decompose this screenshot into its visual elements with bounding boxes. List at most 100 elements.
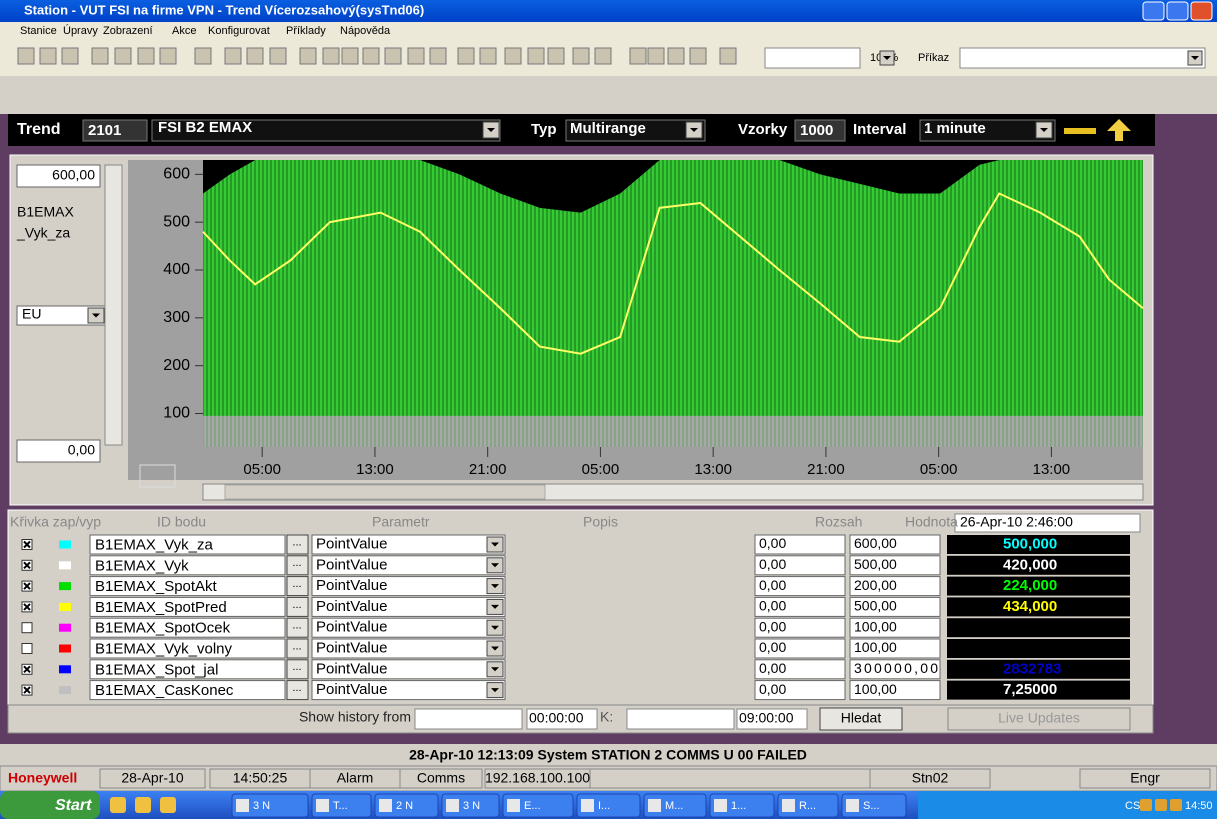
toolbar-icon[interactable] [224,47,242,65]
live-updates-button[interactable] [947,707,1131,731]
toolbar-icon[interactable] [137,47,155,65]
max-box[interactable] [849,680,941,701]
browse-button[interactable] [286,596,309,617]
browse-button[interactable] [286,555,309,576]
search-button[interactable] [819,707,903,731]
toolbar-icon[interactable] [322,47,340,65]
up-icon[interactable] [1107,119,1131,141]
toolbar-icon[interactable] [457,47,475,65]
min-box[interactable] [754,555,846,576]
parameter-box[interactable] [311,659,506,680]
toolbar-icon[interactable] [504,47,522,65]
max-box[interactable] [849,659,941,680]
id-box[interactable] [89,576,286,597]
parameter-box[interactable] [311,638,506,659]
toolbar-icon[interactable] [594,47,612,65]
min-box[interactable] [754,617,846,638]
max-box[interactable] [16,164,101,188]
menu-item[interactable]: Nápověda [340,25,391,37]
toolbar-icon[interactable] [527,47,545,65]
h-scroll-thumb[interactable] [224,484,546,500]
toolbar-icon[interactable] [159,47,177,65]
menu-item[interactable]: Úpravy [63,24,98,37]
min-box[interactable] [754,680,846,701]
close-button[interactable] [1190,1,1213,21]
id-box[interactable] [89,534,286,555]
toolbar-icon[interactable] [429,47,447,65]
toolbar-icon[interactable] [572,47,590,65]
checkbox[interactable] [21,622,33,634]
max-box[interactable] [849,534,941,555]
quick-launch-icon[interactable] [110,797,126,813]
v-scrollbar[interactable] [104,164,123,446]
menu-item[interactable]: Příklady [286,25,326,37]
task-button[interactable] [231,793,309,818]
toolbar-icon[interactable] [479,47,497,65]
samples-box[interactable] [794,119,846,142]
id-box[interactable] [89,617,286,638]
toolbar-icon[interactable] [547,47,565,65]
min-box[interactable] [16,439,101,463]
max-box[interactable] [849,638,941,659]
id-box[interactable] [89,638,286,659]
toolbar-icon[interactable] [91,47,109,65]
corner-icon[interactable] [139,464,176,488]
max-box[interactable] [849,596,941,617]
toolbar-icon[interactable] [384,47,402,65]
browse-button[interactable] [286,617,309,638]
toolbar-icon[interactable] [61,47,79,65]
toolbar-icon[interactable] [647,47,665,65]
zoom-box[interactable] [764,47,861,69]
browse-button[interactable] [286,638,309,659]
trend-name-box[interactable] [151,119,501,142]
min-box[interactable] [754,659,846,680]
toolbar-icon[interactable] [667,47,685,65]
max-box[interactable] [849,617,941,638]
min-box[interactable] [754,576,846,597]
toolbar-icon[interactable] [689,47,707,65]
quick-launch-icon[interactable] [135,797,151,813]
min-box[interactable] [754,534,846,555]
parameter-box[interactable] [311,596,506,617]
browse-button[interactable] [286,576,309,597]
from-time-input[interactable] [526,708,598,730]
min-box[interactable] [754,638,846,659]
min-box[interactable] [754,596,846,617]
parameter-box[interactable] [311,680,506,701]
menu-item[interactable]: Zobrazení [103,25,153,37]
parameter-box[interactable] [311,534,506,555]
toolbar-icon[interactable] [407,47,425,65]
task-button[interactable] [502,793,574,818]
max-box[interactable] [849,576,941,597]
toolbar-icon[interactable] [629,47,647,65]
id-box[interactable] [89,659,286,680]
max-box[interactable] [849,555,941,576]
to-time-input[interactable] [736,708,808,730]
minimize-button[interactable] [1142,1,1165,21]
checkbox[interactable] [21,643,33,654]
toolbar-icon[interactable] [114,47,132,65]
type-box[interactable] [565,119,706,142]
start-button[interactable] [0,791,100,819]
to-input[interactable] [626,708,735,730]
toolbar-icon[interactable] [341,47,359,65]
toolbar-icon[interactable] [269,47,287,65]
id-box[interactable] [89,680,286,701]
toolbar-icon[interactable] [719,47,737,65]
menu-item[interactable]: Stanice [20,25,57,37]
from-input[interactable] [414,708,523,730]
toolbar-icon[interactable] [362,47,380,65]
quick-launch-icon[interactable] [160,797,176,813]
toolbar-icon[interactable] [39,47,57,65]
toolbar-icon[interactable] [194,47,212,65]
browse-button[interactable] [286,680,309,701]
pin-icon[interactable] [1064,128,1096,134]
browse-button[interactable] [286,659,309,680]
maximize-button[interactable] [1166,1,1189,21]
toolbar-icon[interactable] [299,47,317,65]
trend-number-box[interactable] [82,119,148,142]
command-input[interactable] [959,47,1206,69]
interval-box[interactable] [919,119,1056,142]
toolbar-icon[interactable] [17,47,35,65]
parameter-box[interactable] [311,617,506,638]
